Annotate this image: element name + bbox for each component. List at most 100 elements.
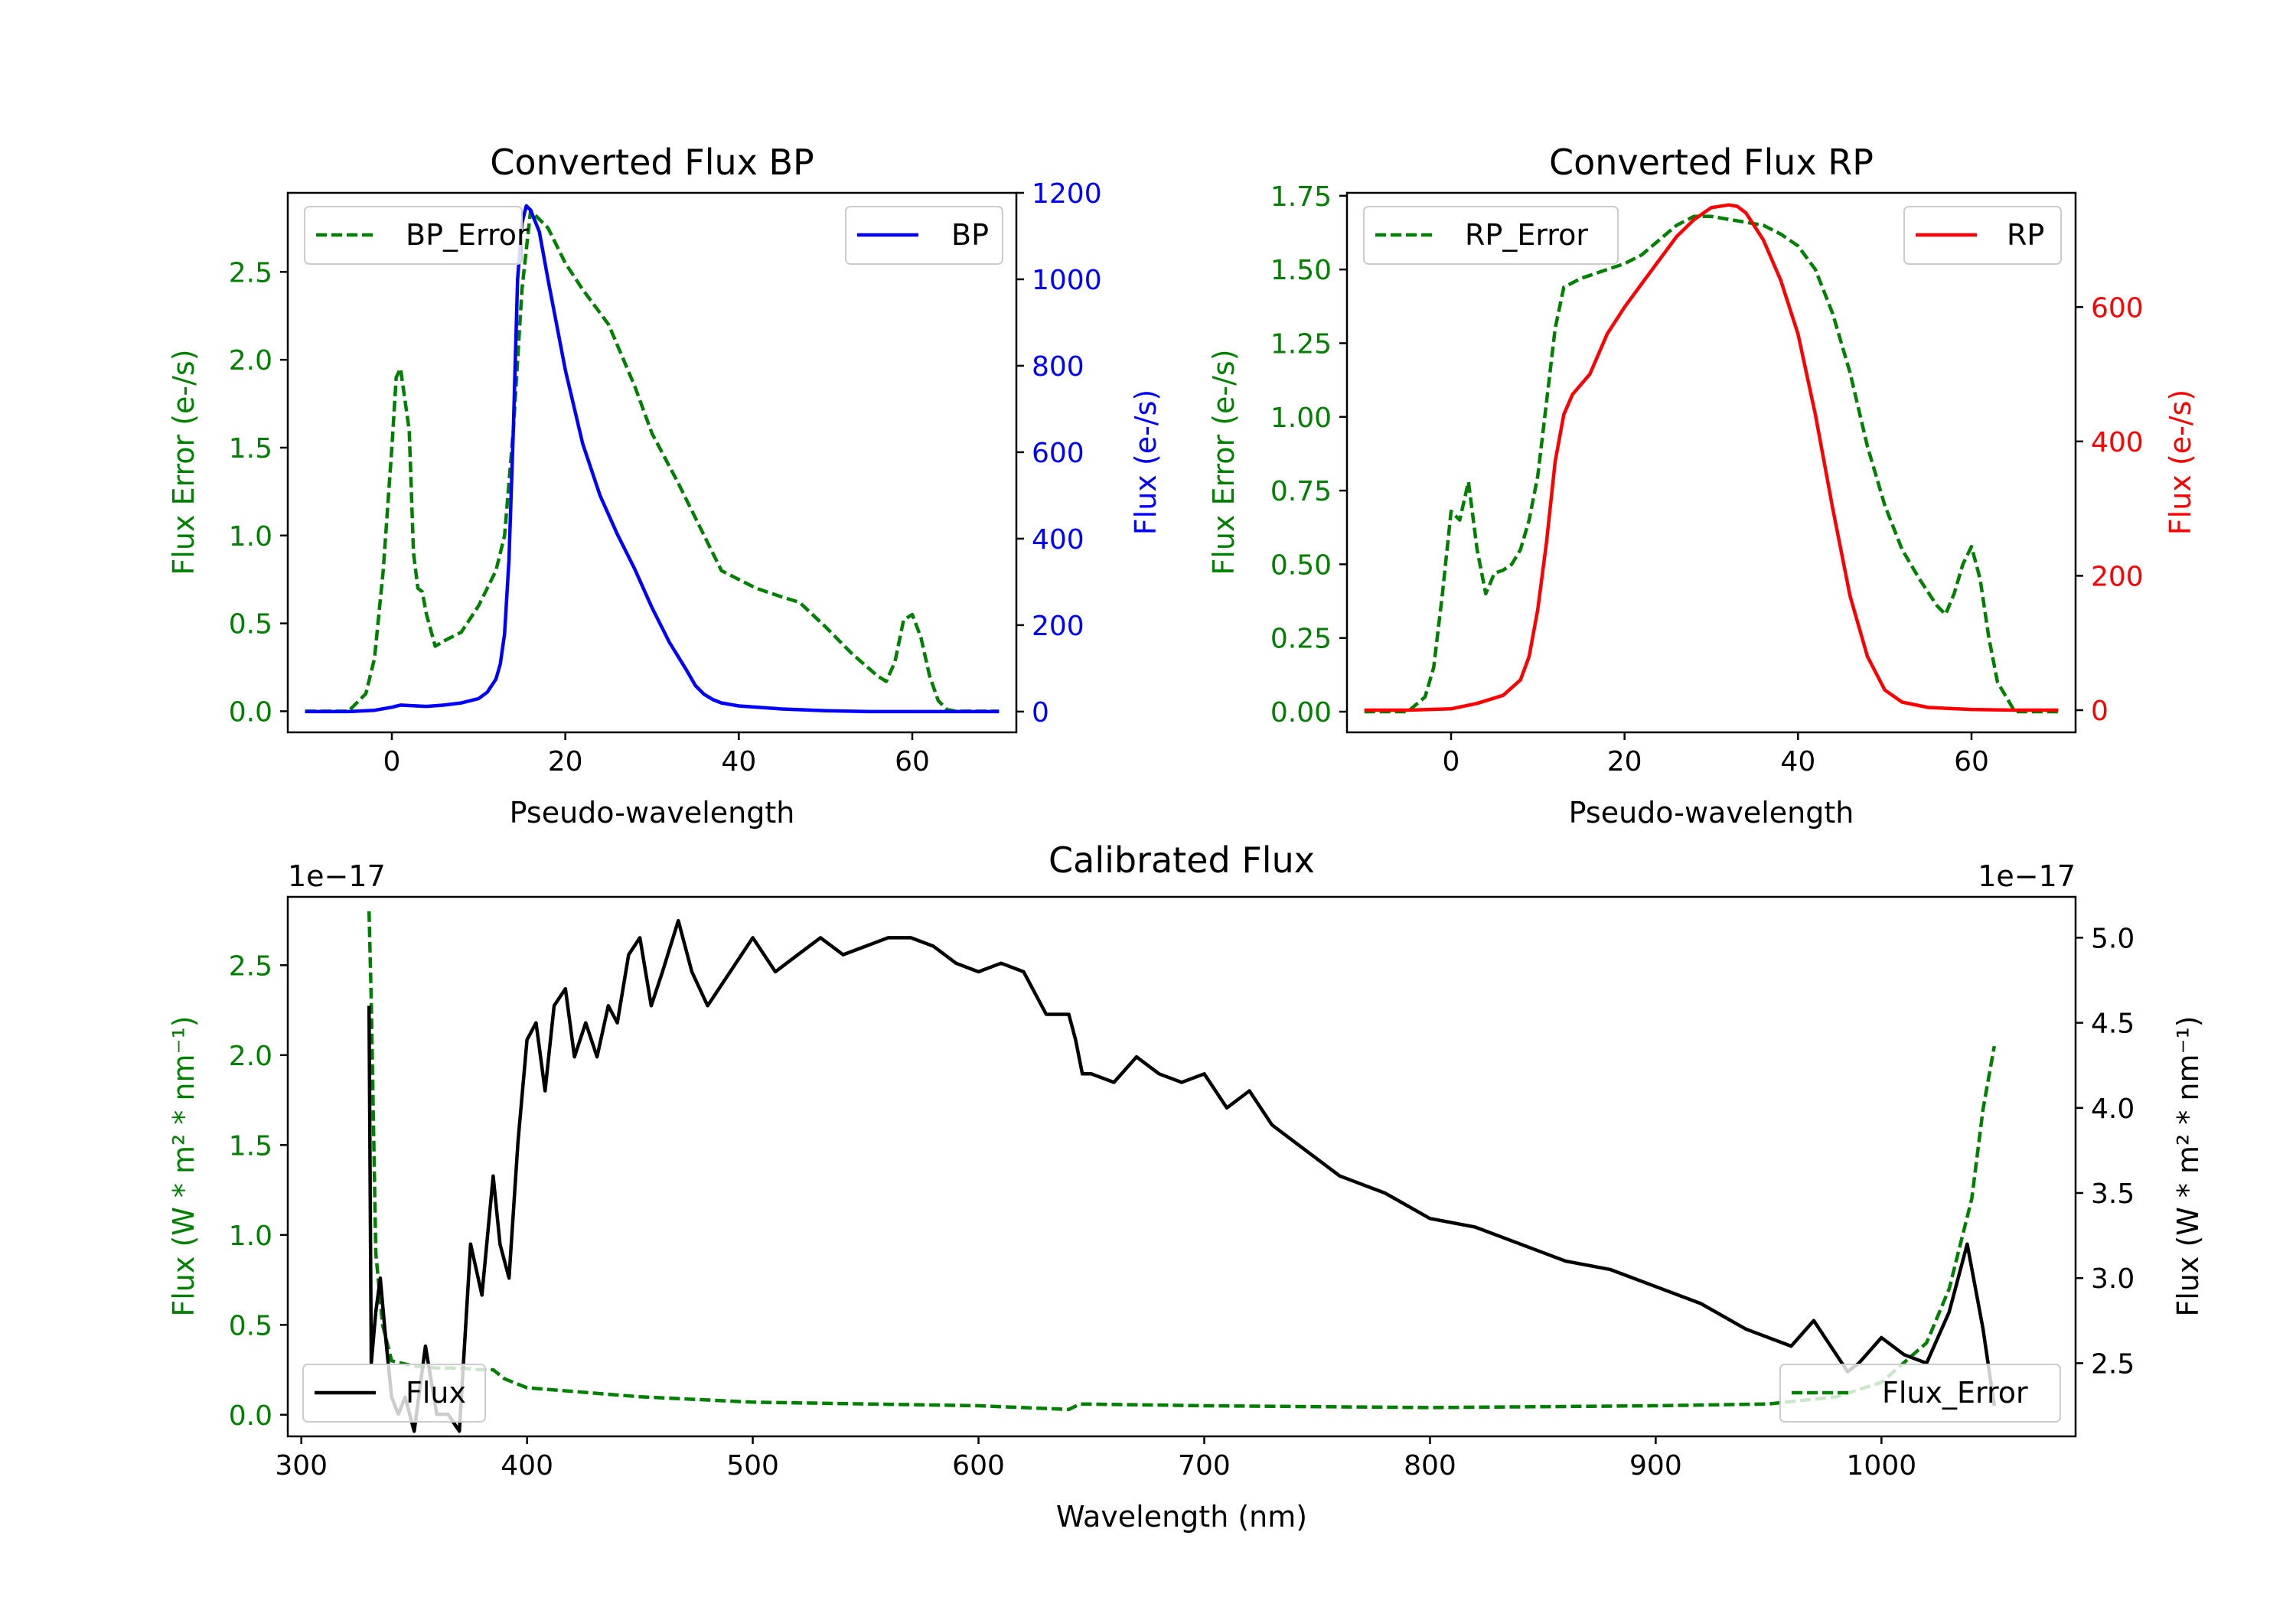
right-tick-label: 3.5: [2091, 1178, 2135, 1210]
calibrated-axes-frame: [286, 895, 2077, 1438]
right-tick-label: 5.0: [2091, 923, 2135, 954]
right-tick-label: 2.5: [2091, 1348, 2135, 1380]
right-tick-label: 600: [1032, 438, 1084, 469]
left-tick-label: 2.0: [229, 1041, 272, 1072]
rp-error-series-line: [1364, 214, 2059, 714]
left-tick-label: 2.0: [229, 345, 272, 376]
bp-right-y-label: Flux (e-/s): [1129, 390, 1163, 535]
bp-x-ticks: 0 20 40 60: [383, 732, 930, 777]
rp-axes-frame: [1345, 191, 2077, 734]
left-tick-label: 1.0: [229, 521, 272, 553]
x-tick-label: 700: [1178, 1450, 1231, 1482]
calibrated-left-offset-label: 1e−17: [288, 859, 386, 893]
right-tick-label: 1200: [1032, 178, 1102, 210]
bp-x-label: Pseudo-wavelength: [510, 796, 795, 830]
bp-left-y-label: Flux Error (e-/s): [167, 349, 201, 575]
left-tick-label: 1.0: [229, 1221, 272, 1252]
x-tick-label: 60: [1954, 746, 1989, 777]
left-tick-label: 0.0: [229, 696, 272, 728]
bp-error-legend-label: BP_Error: [406, 218, 529, 252]
calibrated-flux-legend-label: Flux: [406, 1376, 466, 1410]
left-tick-label: 1.75: [1270, 181, 1332, 213]
rp-error-legend: RP_Error: [1363, 206, 1619, 265]
left-tick-label: 0.5: [229, 1310, 272, 1341]
x-tick-label: 60: [895, 746, 930, 777]
calibrated-right-y-label: Flux (W * m² * nm⁻¹): [2171, 1015, 2205, 1316]
calibrated-right-ticks: 2.5 3.0 3.5 4.0 4.5 5.0: [2076, 923, 2135, 1380]
rp-right-ticks: 0 200 400 600: [2076, 292, 2144, 727]
left-tick-label: 1.5: [229, 1130, 272, 1162]
rp-x-ticks: 0 20 40 60: [1443, 732, 1989, 777]
rp-title: Converted Flux RP: [1549, 142, 1874, 183]
left-tick-label: 1.5: [229, 433, 272, 464]
calibrated-left-y-label: Flux (W * m² * nm⁻¹): [167, 1015, 201, 1316]
left-tick-label: 2.5: [229, 950, 272, 982]
x-tick-label: 0: [383, 746, 401, 777]
rp-flux-series-line: [1364, 203, 2059, 712]
bp-flux-series-line: [305, 204, 1000, 714]
calibrated-flux-legend-box: [302, 1364, 486, 1423]
calibrated-left-ticks: 0.0 0.5 1.0 1.5 2.0 2.5: [229, 950, 288, 1432]
bp-plot-area: [305, 204, 1000, 714]
bp-error-series-line: [305, 208, 1000, 713]
right-tick-label: 200: [2091, 561, 2144, 592]
rp-plot-area: [1364, 203, 2059, 714]
rp-flux-legend-box: [1903, 206, 2062, 265]
left-tick-label: 0.5: [229, 609, 272, 641]
left-tick-label: 1.25: [1270, 328, 1332, 360]
bp-title: Converted Flux BP: [490, 142, 814, 183]
bp-left-ticks: 0.0 0.5 1.0 1.5 2.0 2.5: [229, 257, 288, 728]
bp-error-legend: BP_Error: [304, 206, 529, 265]
x-tick-label: 40: [1780, 746, 1815, 777]
left-tick-label: 0.25: [1270, 624, 1332, 655]
bp-axes-frame: [286, 191, 1018, 734]
rp-x-label: Pseudo-wavelength: [1569, 796, 1854, 830]
x-tick-label: 40: [721, 746, 756, 777]
bp-flux-legend-box: [845, 206, 1003, 265]
left-tick-label: 1.50: [1270, 255, 1332, 286]
right-tick-label: 400: [1032, 524, 1084, 556]
rp-error-legend-label: RP_Error: [1465, 218, 1588, 252]
rp-error-legend-box: [1363, 206, 1619, 265]
left-tick-label: 0.50: [1270, 549, 1332, 581]
right-tick-label: 4.0: [2091, 1094, 2135, 1125]
x-tick-label: 1000: [1847, 1450, 1917, 1482]
left-tick-label: 0.00: [1270, 697, 1332, 729]
left-tick-label: 2.5: [229, 257, 272, 288]
flux-series-line: [367, 918, 1997, 1433]
right-tick-label: 200: [1032, 611, 1084, 642]
right-tick-label: 0: [1032, 697, 1049, 729]
bp-flux-legend: BP: [845, 206, 1003, 265]
calibrated-x-ticks: 300 400 500 600 700 800 900 1000: [275, 1436, 1916, 1482]
rp-left-ticks: 0.00 0.25 0.50 0.75 1.00 1.25 1.50 1.75: [1270, 181, 1347, 729]
calibrated-plot-area: [367, 911, 1997, 1433]
right-tick-label: 800: [1032, 351, 1084, 383]
right-tick-label: 0: [2091, 696, 2108, 727]
x-tick-label: 800: [1404, 1450, 1456, 1482]
calibrated-error-legend-box: [1779, 1364, 2061, 1423]
calibrated-right-offset-label: 1e−17: [1978, 859, 2076, 893]
x-tick-label: 20: [1607, 746, 1642, 777]
rp-right-y-label: Flux (e-/s): [2164, 390, 2197, 535]
left-tick-label: 0.75: [1270, 476, 1332, 507]
right-tick-label: 400: [2091, 427, 2144, 458]
flux-error-series-line: [367, 911, 1997, 1412]
x-tick-label: 400: [501, 1450, 553, 1482]
rp-left-y-label: Flux Error (e-/s): [1207, 349, 1241, 575]
x-tick-label: 300: [275, 1450, 328, 1482]
right-tick-label: 4.5: [2091, 1009, 2135, 1040]
bp-error-legend-box: [304, 206, 523, 265]
calibrated-flux-legend: Flux: [302, 1364, 486, 1423]
x-tick-label: 20: [548, 746, 583, 777]
bp-panel: 0 20 40 60 0.0 0.5 1.0 1.5 2.0 2.5 0 200 400 600 800…: [167, 142, 1163, 830]
left-tick-label: 0.0: [229, 1400, 272, 1432]
bp-right-ticks: 0 200 400 600 800 1000 1200: [1016, 178, 1102, 729]
left-tick-label: 1.00: [1270, 403, 1332, 434]
calibrated-x-label: Wavelength (nm): [1056, 1500, 1307, 1534]
right-tick-label: 3.0: [2091, 1263, 2135, 1295]
calibrated-panel: 300 400 500 600 700 800 900 1000 0.0 0.5 1.0 1.5 2.…: [167, 839, 2205, 1534]
rp-flux-legend-label: RP: [2007, 218, 2044, 252]
x-tick-label: 600: [952, 1450, 1005, 1482]
